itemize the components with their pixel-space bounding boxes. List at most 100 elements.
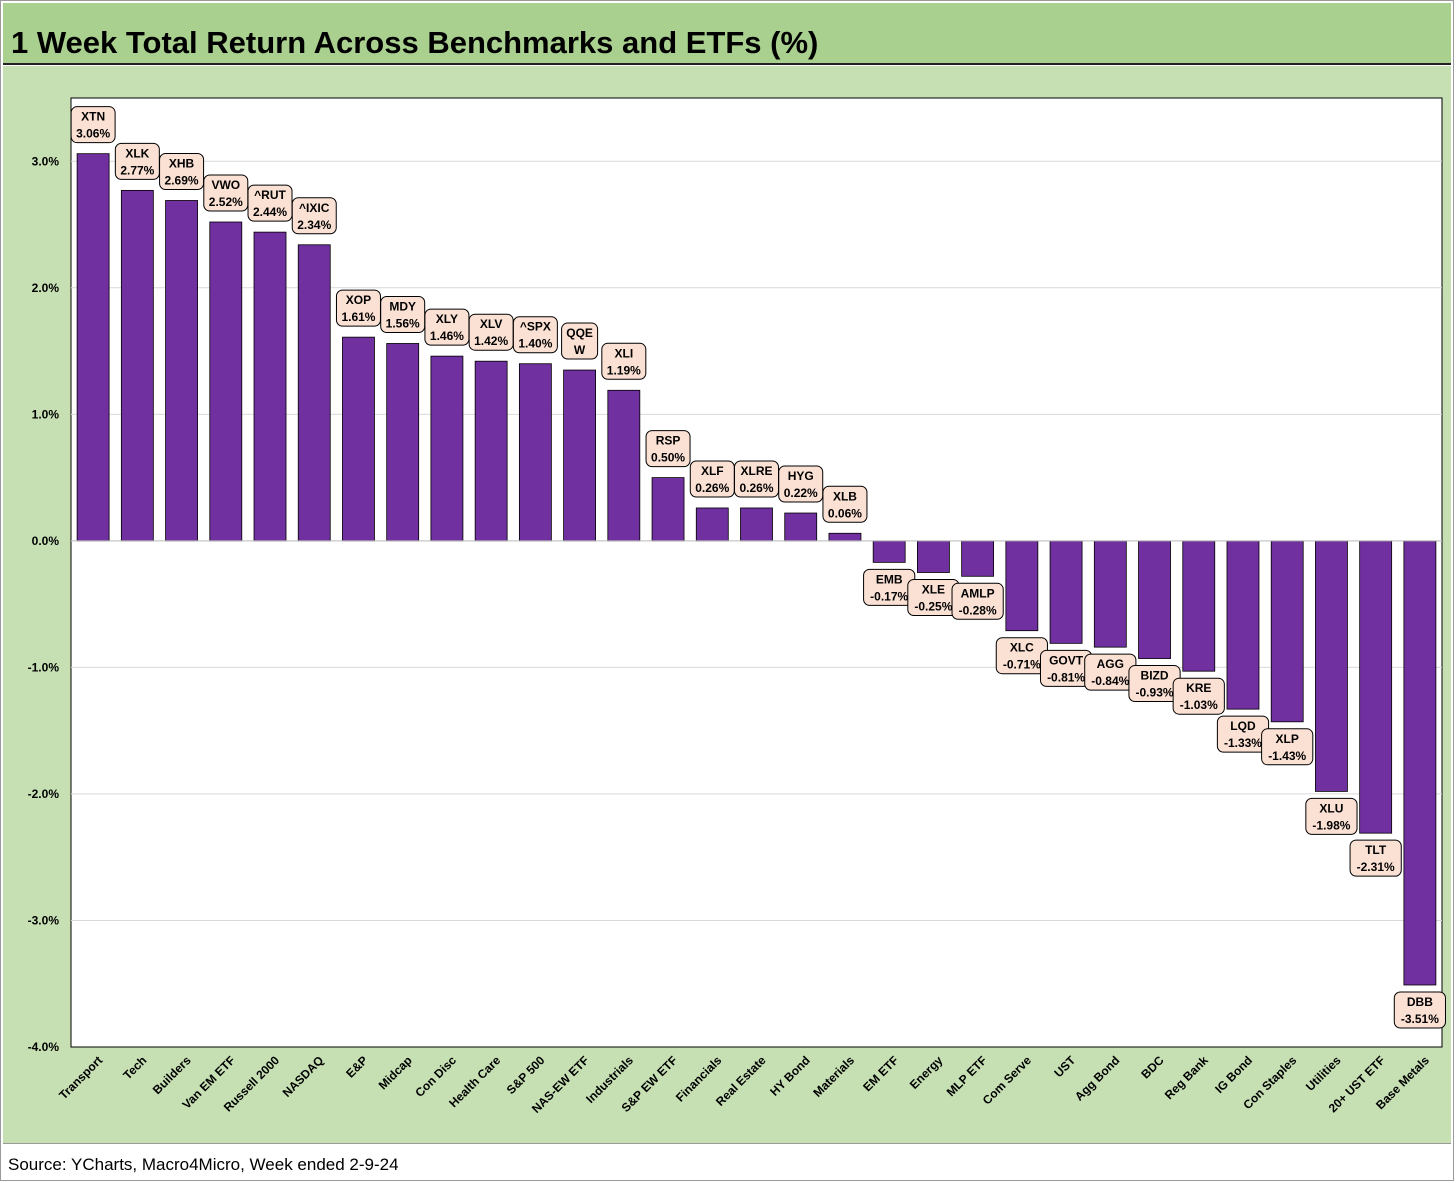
bar-s-p-ew-etf (651, 477, 685, 542)
data-label-box (291, 197, 337, 235)
data-label-text: XLV (480, 317, 502, 331)
category-label: HY Bond (767, 1053, 813, 1099)
data-label: XLF 0.26% (689, 460, 735, 498)
data-label-text: -0.17% (870, 589, 908, 603)
data-label-box (159, 152, 205, 190)
data-label: ^IXIC 2.34% (291, 197, 337, 235)
data-label-text: AGG (1097, 657, 1124, 671)
data-label: XLB 0.06% (822, 485, 868, 523)
category-label: Transport (56, 1053, 105, 1102)
data-label-text: -0.25% (914, 600, 952, 614)
data-label: VWO 2.52% (203, 174, 249, 212)
data-label-text: 0.50% (651, 451, 685, 465)
data-label-text: 0.26% (695, 481, 729, 495)
bar-energy (917, 540, 950, 573)
data-label: XLI 1.19% (601, 342, 647, 380)
data-label-text: ^SPX (520, 320, 551, 334)
y-tick-label: 1.0% (32, 407, 60, 421)
bar-con-staples (1270, 540, 1304, 723)
data-label-text: 0.06% (828, 506, 862, 520)
category-label: IG Bond (1212, 1053, 1255, 1096)
data-label: XLV 1.42% (468, 313, 514, 351)
bar-bdc (1138, 540, 1171, 659)
data-label-text: -1.43% (1268, 749, 1306, 763)
bar-ust (1049, 540, 1083, 644)
bar-con-disc (430, 355, 464, 542)
data-label-text: -1.03% (1180, 698, 1218, 712)
data-label-box (561, 322, 599, 360)
data-label-text: XLB (833, 489, 857, 503)
data-label: XTN 3.06% (70, 106, 116, 144)
chart-area: 3.0% 2.0% 1.0% 0.0% -1.0% -2.0% -3.0% -4.0% XTN 3… (3, 66, 1451, 1143)
data-label-box (1261, 728, 1314, 766)
data-label-box (1393, 991, 1446, 1029)
data-label-box (1172, 677, 1225, 715)
category-label: E&P (343, 1053, 370, 1080)
data-label-box (1305, 797, 1358, 835)
data-label-text: ^IXIC (299, 201, 330, 215)
bar-20-ust-etf (1359, 540, 1393, 834)
data-label-box (951, 582, 1004, 620)
bar-midcap (386, 343, 420, 542)
data-label-text: KRE (1186, 681, 1211, 695)
bar-industrials (607, 389, 641, 542)
category-label: EM ETF (860, 1053, 901, 1094)
data-label-text: -0.93% (1136, 686, 1174, 700)
data-label-text: VWO (211, 178, 240, 192)
data-label: GOVT -0.81% (1039, 649, 1093, 687)
data-label-text: 1.56% (386, 316, 420, 330)
category-label: Con Disc (412, 1053, 459, 1100)
category-label: Utilities (1303, 1053, 1344, 1094)
bar-russell-2000 (253, 231, 287, 542)
bar-chart: 3.0% 2.0% 1.0% 0.0% -1.0% -2.0% -3.0% -4.0% XTN 3… (28, 97, 1446, 1116)
data-label-text: -3.51% (1401, 1012, 1439, 1026)
source-note: Source: YCharts, Macro4Micro, Week ended… (8, 1155, 399, 1174)
bar-financials (695, 507, 729, 542)
bar-reg-bank (1182, 540, 1216, 672)
category-label: MLP ETF (944, 1053, 990, 1099)
data-label: XLY 1.46% (424, 308, 470, 346)
data-label: QQE W (561, 322, 599, 360)
data-label-text: XLRE (740, 464, 772, 478)
title-bar: 1 Week Total Return Across Benchmarks an… (3, 3, 1451, 65)
data-label-text: 2.44% (253, 205, 287, 219)
data-label: XLRE 0.26% (734, 460, 779, 498)
bar-builders (165, 200, 198, 542)
data-label-text: XOP (346, 293, 371, 307)
data-label-text: XLI (614, 346, 633, 360)
data-label: XLP -1.43% (1261, 728, 1314, 766)
data-label-box (1349, 839, 1402, 877)
category-label: Agg Bond (1072, 1053, 1122, 1103)
data-label-text: RSP (656, 434, 681, 448)
bar-e-p (342, 336, 375, 542)
data-label-box (70, 106, 116, 144)
data-label-text: 2.69% (165, 173, 199, 187)
data-label: MDY 1.56% (380, 295, 426, 333)
bar-utilities (1315, 540, 1348, 792)
data-label-text: 3.06% (76, 127, 110, 141)
bar-van-em-etf (209, 221, 243, 542)
bar-nasdaq (297, 244, 331, 542)
data-label-text: 1.61% (341, 310, 375, 324)
data-label-text: XLE (922, 583, 945, 597)
data-label: RSP 0.50% (645, 430, 691, 468)
y-tick-label: -3.0% (28, 913, 60, 927)
data-label-text: 0.26% (739, 481, 773, 495)
data-label-text: 2.77% (120, 163, 154, 177)
category-label: Builders (150, 1053, 194, 1097)
data-label-text: XLK (125, 146, 149, 160)
bar-mlp-etf (961, 540, 995, 577)
data-label-text: XLC (1010, 641, 1034, 655)
bar-transport (76, 153, 110, 542)
category-label: Com Serve (980, 1053, 1034, 1107)
data-label-text: TLT (1365, 843, 1387, 857)
bar-real-estate (740, 507, 773, 542)
data-label: XLC -0.71% (995, 637, 1048, 675)
data-label: XLU -1.98% (1305, 797, 1358, 835)
data-label-text: -0.84% (1091, 674, 1129, 688)
bar-tech (120, 189, 154, 542)
data-label-text: DBB (1407, 995, 1433, 1009)
data-label: XHB 2.69% (159, 152, 205, 190)
data-label-text: 2.52% (209, 195, 243, 209)
chart-title: 1 Week Total Return Across Benchmarks an… (11, 25, 819, 60)
